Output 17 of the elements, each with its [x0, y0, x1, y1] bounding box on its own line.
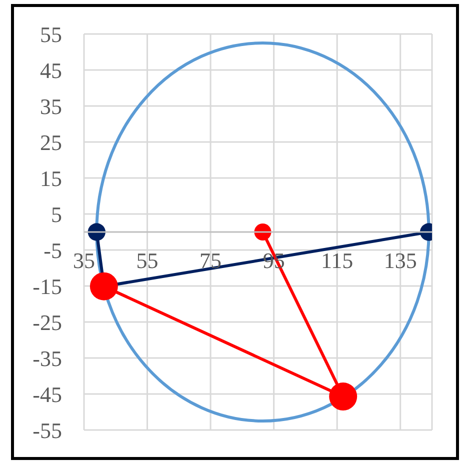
y-tick-label: -35 — [32, 346, 62, 371]
x-tick-label: 55 — [136, 248, 158, 273]
y-tick-label: 35 — [40, 94, 62, 119]
x-tick-label: 135 — [384, 248, 417, 273]
x-tick-label: 115 — [320, 248, 354, 273]
x-tick-label: 75 — [200, 248, 222, 273]
y-tick-label: 55 — [40, 22, 62, 47]
y-tick-label: 15 — [40, 166, 62, 191]
x-tick-label: 35 — [73, 248, 95, 273]
y-tick-label: 5 — [51, 202, 62, 227]
y-tick-label: -5 — [44, 238, 62, 263]
y-tick-label: -15 — [32, 274, 62, 299]
y-tick-label: -45 — [32, 382, 62, 407]
y-tick-label: -25 — [32, 310, 62, 335]
y-tick-label: 45 — [40, 58, 62, 83]
y-tick-label: -55 — [32, 418, 62, 443]
y-tick-label: 25 — [40, 130, 62, 155]
